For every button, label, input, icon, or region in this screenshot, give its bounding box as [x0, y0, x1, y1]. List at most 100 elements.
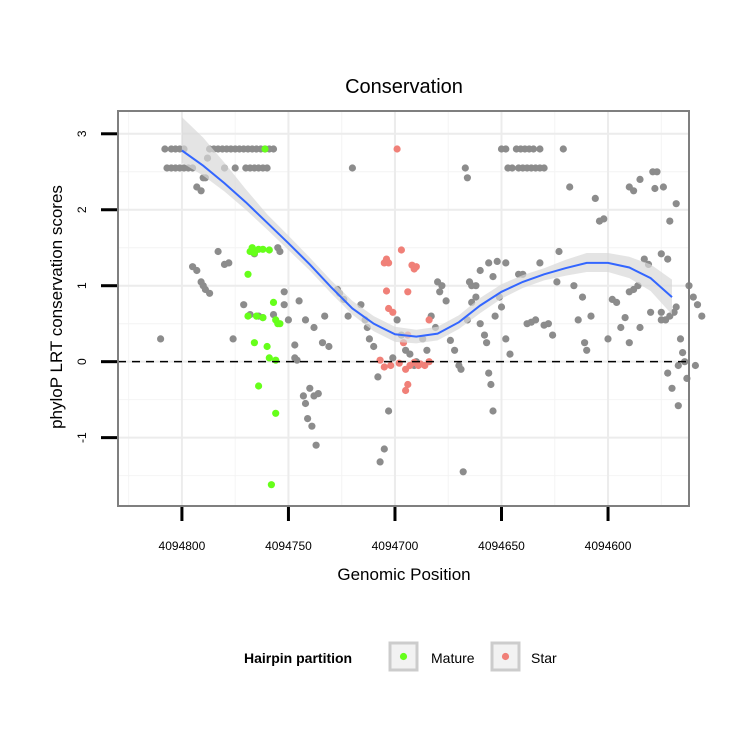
- point-other: [304, 415, 312, 423]
- point-other: [365, 335, 373, 343]
- y-tick-label: -1: [75, 432, 89, 443]
- x-tick-label: 4094650: [478, 539, 525, 553]
- y-tick-label: 2: [75, 206, 89, 213]
- legend-dot-star: [501, 652, 510, 661]
- point-mature: [255, 382, 263, 390]
- point-other: [229, 335, 237, 343]
- point-other: [276, 247, 284, 256]
- point-other: [674, 361, 682, 370]
- point-other: [625, 339, 633, 347]
- legend: Hairpin partition Mature Star: [244, 641, 557, 672]
- point-other: [540, 164, 548, 172]
- point-mature: [261, 145, 269, 153]
- point-other: [653, 168, 661, 176]
- point-other: [651, 184, 659, 193]
- point-other: [308, 422, 316, 430]
- point-star: [395, 359, 403, 367]
- point-other: [679, 349, 687, 357]
- point-other: [389, 354, 397, 362]
- point-other: [583, 346, 591, 354]
- point-star: [397, 246, 405, 254]
- point-other: [657, 308, 665, 316]
- point-other: [506, 350, 514, 358]
- point-other: [451, 346, 459, 354]
- point-other: [370, 342, 378, 351]
- point-star: [402, 386, 410, 395]
- point-other: [493, 257, 501, 265]
- point-other: [676, 335, 685, 343]
- point-other: [487, 380, 495, 389]
- point-mature: [244, 270, 252, 278]
- point-star: [425, 316, 433, 324]
- point-other: [536, 259, 544, 267]
- point-other: [299, 392, 307, 400]
- point-other: [295, 297, 303, 305]
- point-other: [617, 323, 625, 332]
- point-mature: [244, 312, 252, 320]
- point-other: [446, 336, 454, 344]
- point-other: [636, 175, 644, 183]
- point-other: [214, 247, 222, 256]
- point-other: [508, 164, 516, 172]
- point-other: [442, 297, 450, 305]
- point-other: [604, 335, 612, 343]
- point-other: [570, 282, 578, 290]
- point-other: [472, 293, 480, 301]
- point-other: [423, 346, 431, 354]
- point-other: [374, 373, 382, 381]
- point-other: [284, 316, 292, 324]
- point-mature: [272, 409, 280, 417]
- x-tick-label: 4094750: [265, 539, 312, 553]
- point-other: [502, 259, 510, 267]
- point-other: [380, 445, 388, 453]
- point-other: [344, 312, 352, 320]
- point-other: [664, 255, 672, 263]
- point-star: [376, 356, 384, 364]
- point-other: [625, 183, 633, 191]
- point-other: [691, 361, 700, 370]
- point-other: [497, 303, 506, 311]
- point-star: [380, 363, 388, 371]
- point-other: [659, 183, 668, 191]
- point-other: [472, 282, 480, 290]
- point-other: [613, 298, 621, 306]
- point-other: [263, 164, 271, 172]
- legend-label-star: Star: [531, 650, 557, 666]
- point-other: [436, 288, 444, 296]
- point-other: [161, 145, 169, 153]
- point-other: [693, 301, 702, 309]
- point-star: [382, 287, 391, 295]
- point-other: [640, 255, 648, 263]
- point-other: [438, 282, 446, 290]
- smooth-line: [181, 149, 673, 338]
- point-other: [549, 331, 557, 339]
- point-mature: [259, 314, 267, 322]
- point-other: [457, 365, 465, 373]
- point-other: [325, 342, 333, 351]
- x-tick-label: 4094700: [372, 539, 419, 553]
- point-other: [672, 303, 680, 311]
- point-other: [581, 339, 589, 347]
- plot-panel: [117, 110, 706, 507]
- point-other: [463, 174, 471, 182]
- x-axis: 4094800 4094750 4094700 4094650 4094600: [159, 507, 632, 553]
- point-mature: [269, 298, 278, 306]
- point-other: [318, 339, 327, 347]
- point-other: [461, 164, 469, 172]
- legend-dot-mature: [399, 652, 408, 661]
- point-other: [293, 356, 301, 364]
- y-tick-label: 0: [75, 358, 89, 365]
- x-tick-label: 4094800: [159, 539, 206, 553]
- y-axis-title: phyloP LRT conservation scores: [47, 185, 66, 429]
- point-other: [647, 308, 655, 316]
- point-other: [532, 316, 540, 324]
- point-other: [291, 341, 299, 349]
- point-other: [269, 145, 278, 153]
- point-other: [280, 301, 288, 309]
- legend-title: Hairpin partition: [244, 650, 352, 666]
- point-other: [668, 384, 676, 392]
- point-other: [376, 458, 384, 466]
- point-other: [310, 323, 318, 332]
- point-mature: [265, 246, 273, 254]
- point-other: [348, 164, 356, 172]
